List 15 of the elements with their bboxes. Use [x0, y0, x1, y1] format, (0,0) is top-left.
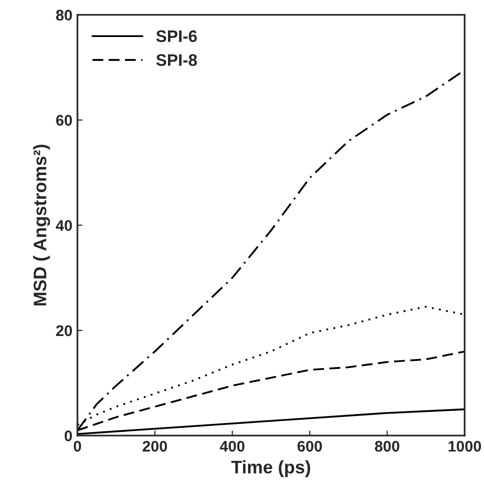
x-tick-label: 200: [142, 440, 167, 452]
y-tick-label: 40: [56, 220, 72, 231]
x-tick-label: 400: [220, 440, 244, 452]
y-tick-label: 20: [56, 325, 72, 336]
y-tick-label: 60: [56, 114, 72, 126]
x-axis-title: Time (ps): [231, 460, 310, 478]
x-tick-label: 0: [74, 440, 82, 452]
y-axis-title: MSD ( Angstroms²): [33, 144, 50, 306]
x-tick-label: 800: [374, 440, 400, 452]
legend-label: SPI-8: [156, 54, 197, 66]
y-tick-label: 80: [56, 10, 72, 21]
x-tick-label: 1000: [448, 440, 482, 452]
y-tick-label: 0: [64, 430, 72, 442]
legend-label: SPI-6: [156, 30, 197, 42]
x-tick-label: 600: [298, 440, 322, 452]
